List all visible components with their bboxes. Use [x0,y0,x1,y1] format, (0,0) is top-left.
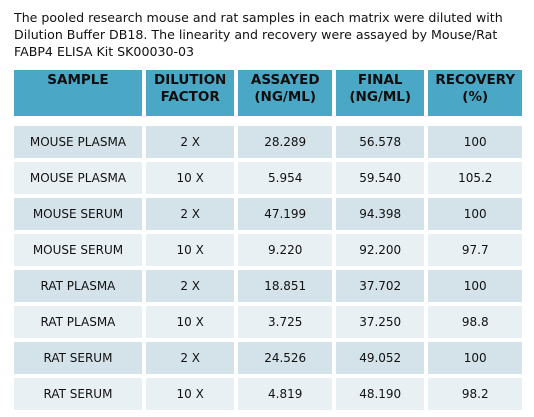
table-row: MOUSE PLASMA 2 X 28.289 56.578 100 [14,126,522,158]
cell-sample: MOUSE PLASMA [14,126,142,158]
intro-line-1: The pooled research mouse and rat sample… [14,10,503,25]
header-final: FINAL (NG/ML) [335,70,425,116]
cell-assayed: 4.819 [238,378,332,410]
cell-assayed: 3.725 [238,306,332,338]
header-assayed: ASSAYED (NG/ML) [238,70,332,116]
table-row: MOUSE PLASMA 10 X 5.954 59.540 105.2 [14,162,522,194]
cell-final: 92.200 [335,234,425,266]
cell-final: 37.250 [335,306,425,338]
cell-final: 49.052 [335,342,425,374]
cell-final: 48.190 [335,378,425,410]
cell-final: 59.540 [335,162,425,194]
cell-recovery: 97.7 [428,234,522,266]
header-dilution-factor: DILUTION FACTOR [145,70,235,116]
cell-recovery: 98.2 [428,378,522,410]
header-final-line2: (NG/ML) [349,89,412,105]
table-header-row: SAMPLE DILUTION FACTOR ASSAYED (NG/ML) F… [14,70,522,116]
cell-assayed: 9.220 [238,234,332,266]
header-sample: SAMPLE [14,70,142,116]
cell-recovery: 100 [428,198,522,230]
cell-dilution: 10 X [145,378,235,410]
cell-final: 94.398 [335,198,425,230]
header-spacer [14,120,522,122]
cell-recovery: 98.8 [428,306,522,338]
header-assayed-line2: (NG/ML) [254,89,317,105]
cell-final: 37.702 [335,270,425,302]
table-row: MOUSE SERUM 10 X 9.220 92.200 97.7 [14,234,522,266]
cell-dilution: 2 X [145,198,235,230]
intro-line-2: Dilution Buffer DB18. The linearity and … [14,27,498,42]
cell-sample: MOUSE SERUM [14,234,142,266]
cell-recovery: 105.2 [428,162,522,194]
cell-recovery: 100 [428,126,522,158]
header-dilution-line1: DILUTION [154,72,227,88]
linearity-recovery-table: SAMPLE DILUTION FACTOR ASSAYED (NG/ML) F… [10,66,526,414]
header-assayed-line1: ASSAYED [250,72,320,88]
table-row: RAT SERUM 10 X 4.819 48.190 98.2 [14,378,522,410]
cell-assayed: 28.289 [238,126,332,158]
cell-sample: MOUSE SERUM [14,198,142,230]
table-row: MOUSE SERUM 2 X 47.199 94.398 100 [14,198,522,230]
cell-sample: RAT PLASMA [14,270,142,302]
cell-dilution: 10 X [145,162,235,194]
cell-recovery: 100 [428,270,522,302]
cell-assayed: 5.954 [238,162,332,194]
table-row: RAT PLASMA 10 X 3.725 37.250 98.8 [14,306,522,338]
cell-final: 56.578 [335,126,425,158]
header-spacer-cell [14,120,522,122]
header-recovery-line1: RECOVERY [435,72,516,88]
cell-assayed: 24.526 [238,342,332,374]
cell-dilution: 10 X [145,306,235,338]
cell-sample: RAT SERUM [14,342,142,374]
cell-assayed: 47.199 [238,198,332,230]
header-recovery-line2: (%) [462,89,489,105]
table-row: RAT PLASMA 2 X 18.851 37.702 100 [14,270,522,302]
cell-recovery: 100 [428,342,522,374]
header-recovery: RECOVERY (%) [428,70,522,116]
header-dilution-line2: FACTOR [160,89,220,105]
cell-dilution: 2 X [145,270,235,302]
cell-assayed: 18.851 [238,270,332,302]
cell-dilution: 10 X [145,234,235,266]
intro-paragraph: The pooled research mouse and rat sample… [14,9,526,60]
header-final-line1: FINAL [357,72,403,88]
cell-sample: RAT SERUM [14,378,142,410]
intro-line-3: FABP4 ELISA Kit SK00030-03 [14,44,195,59]
cell-dilution: 2 X [145,126,235,158]
cell-dilution: 2 X [145,342,235,374]
table-row: RAT SERUM 2 X 24.526 49.052 100 [14,342,522,374]
header-sample-line1: SAMPLE [47,72,109,88]
cell-sample: MOUSE PLASMA [14,162,142,194]
cell-sample: RAT PLASMA [14,306,142,338]
